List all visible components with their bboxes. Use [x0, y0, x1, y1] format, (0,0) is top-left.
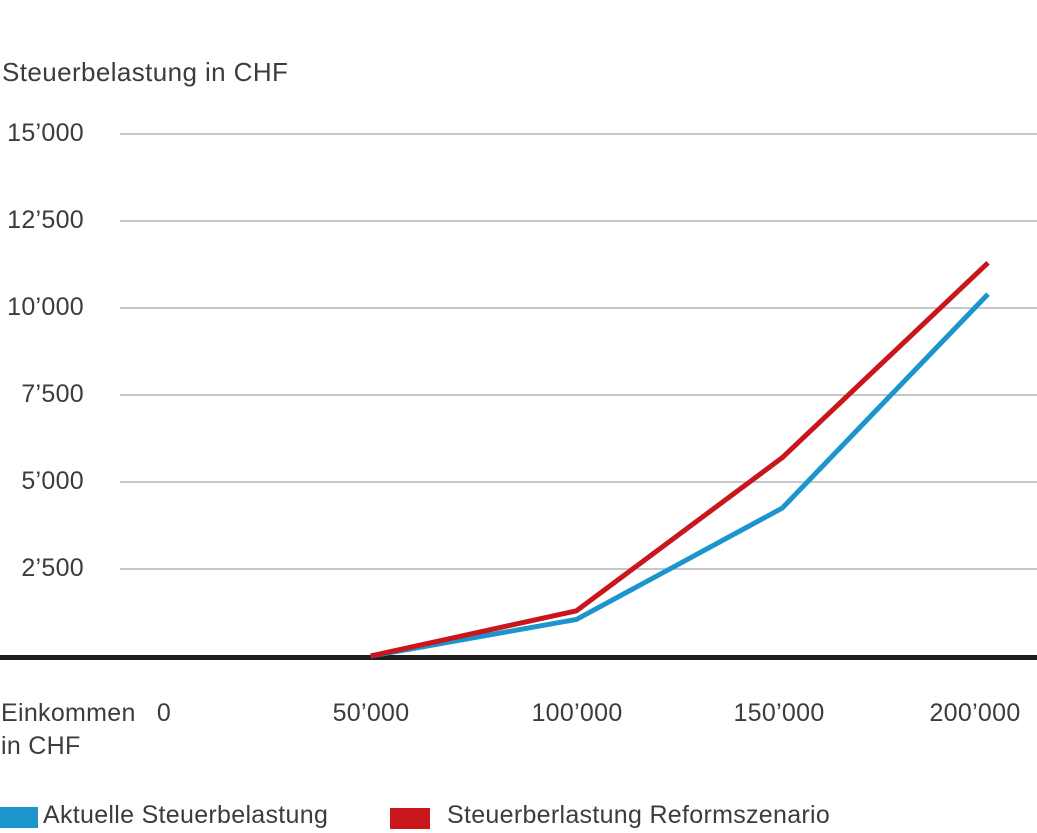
- legend-label-reformszenario: Steuerberlastung Reformszenario: [447, 801, 831, 829]
- x-tick-label-150000: 150’000: [733, 699, 825, 727]
- line-series-1: [370, 260, 990, 659]
- y-tick-label-12500: 12’500: [7, 206, 84, 234]
- x-axis-line: [0, 655, 1037, 660]
- legend-swatch-reformszenario: [390, 808, 430, 829]
- y-tick-label-5000: 5’000: [21, 467, 84, 495]
- x-tick-label-200000: 200’000: [929, 699, 1021, 727]
- y-tick-label-7500: 7’500: [21, 380, 84, 408]
- legend-label-aktuelle: Aktuelle Steuerbelastung: [43, 801, 329, 829]
- y-tick-label-10000: 10’000: [7, 293, 84, 321]
- x-tick-label-50000: 50’000: [332, 699, 410, 727]
- y-tick-label-15000: 15’000: [7, 119, 84, 147]
- chart-title: Steuerbelastung in CHF: [2, 57, 289, 87]
- x-tick-label-0: 0: [156, 699, 172, 727]
- x-axis-label-line-2: in CHF: [1, 732, 81, 760]
- y-tick-label-2500: 2’500: [21, 554, 84, 582]
- legend-swatch-aktuelle: [0, 807, 38, 828]
- x-axis-label-line-1: Einkommen: [1, 699, 136, 727]
- line-series-0: [370, 292, 990, 659]
- x-tick-label-100000: 100’000: [531, 699, 623, 727]
